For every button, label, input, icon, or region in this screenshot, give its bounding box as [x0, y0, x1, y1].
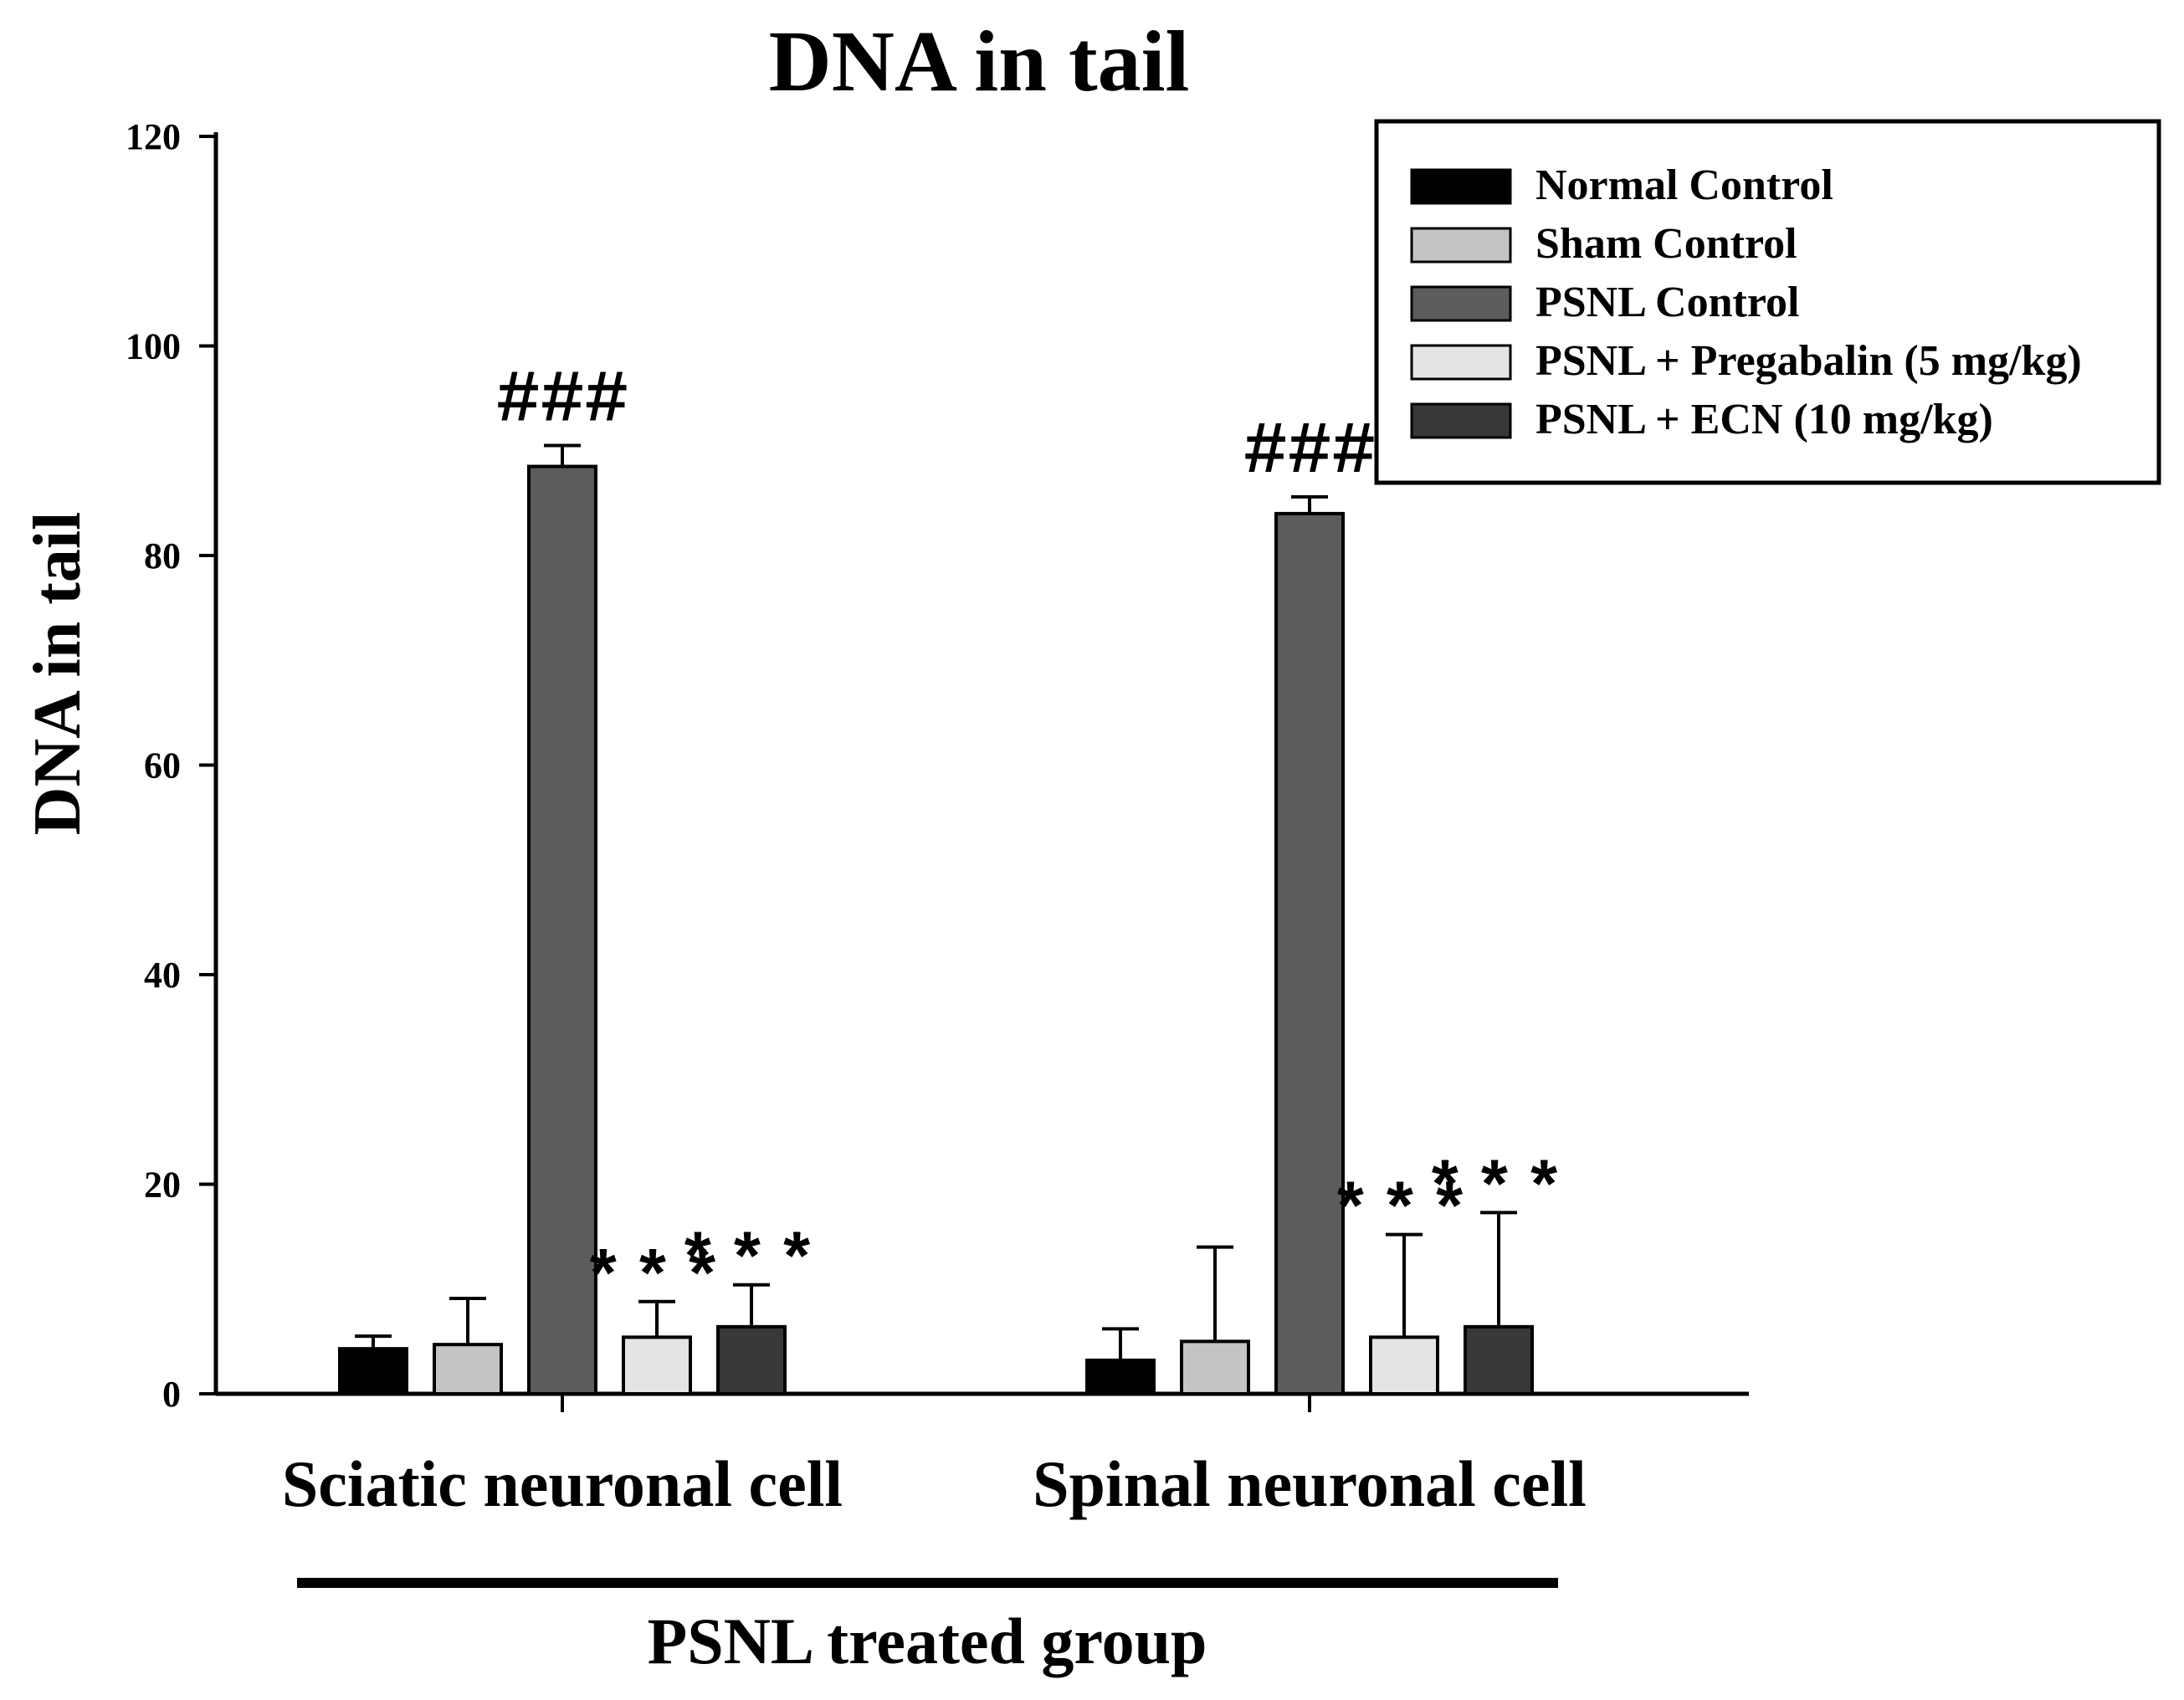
bar-1-3	[1369, 1335, 1439, 1395]
legend-label-1: Sham Control	[1535, 220, 1797, 268]
bar-0-2	[527, 464, 597, 1395]
y-tick-label-4: 80	[144, 535, 181, 576]
legend-swatch-3	[1410, 344, 1512, 381]
annotation-1-4: ***	[1424, 1152, 1573, 1230]
annotation-1-2: ###	[1243, 412, 1376, 494]
legend-swatch-2	[1410, 285, 1512, 322]
x-tick-label-1: Spinal neuronal cell	[1033, 1447, 1587, 1520]
annotation-0-2: ###	[496, 360, 628, 443]
bar-0-4	[716, 1324, 787, 1395]
legend-label-4: PSNL + ECN (10 mg/kg)	[1535, 396, 1993, 443]
legend-swatch-1	[1410, 227, 1512, 264]
bar-0-0	[338, 1347, 408, 1395]
x-tick-label-0: Sciatic neuronal cell	[282, 1447, 843, 1520]
annotation-0-3: ***	[582, 1242, 731, 1319]
legend-swatch-4	[1410, 402, 1512, 439]
legend-label-0: Normal Control	[1535, 161, 1833, 209]
y-tick-label-3: 60	[144, 745, 181, 786]
bar-1-4	[1464, 1324, 1534, 1395]
bar-1-0	[1085, 1358, 1156, 1396]
y-tick-label-0: 0	[162, 1374, 181, 1415]
legend: Normal Control Sham Control PSNL Control PS…	[1374, 119, 2161, 485]
bar-1-1	[1180, 1339, 1250, 1395]
legend-swatch-0	[1410, 168, 1512, 205]
bar-0-1	[433, 1343, 503, 1395]
chart-title: DNA in tail	[769, 13, 1190, 110]
annotation-1-3: ***	[1330, 1175, 1479, 1252]
annotation-0-4: ***	[677, 1225, 826, 1303]
plot-area: 0 20 40 60 80 100 120 Sciatic neuronal cell ### *…	[126, 116, 1749, 1520]
legend-label-2: PSNL Control	[1535, 279, 1799, 326]
y-tick-label-5: 100	[126, 326, 181, 367]
group-label: PSNL treated group	[648, 1605, 1207, 1677]
legend-label-3: PSNL + Pregabalin (5 mg/kg)	[1535, 337, 2082, 385]
y-tick-label-1: 20	[144, 1165, 181, 1206]
y-axis-label: DNA in tail	[21, 512, 95, 836]
y-tick-label-2: 40	[144, 955, 181, 996]
y-tick-label-6: 120	[126, 116, 181, 157]
bar-0-3	[622, 1335, 692, 1395]
bar-1-2	[1274, 511, 1345, 1395]
